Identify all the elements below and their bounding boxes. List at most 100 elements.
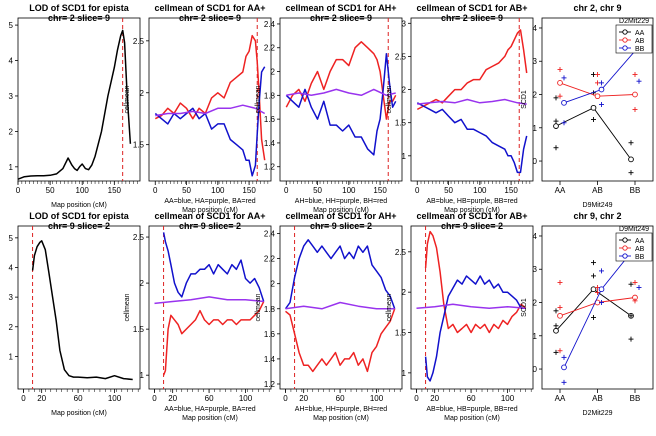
panel-3: cellmean of SCD1 for AH+chr= 2 slice= 91… [255, 3, 403, 214]
y-tick-label: 1.4 [264, 139, 276, 148]
x-tick-label: 100 [108, 394, 122, 403]
x-tick-label: AA [555, 394, 566, 403]
plot-frame [410, 225, 534, 390]
mean-point [590, 286, 597, 293]
legend-marker [622, 37, 628, 43]
y-tick-label: 1.6 [264, 330, 276, 339]
y-tick-label: 2.5 [133, 233, 145, 242]
legend-label: BB [635, 254, 645, 261]
series-line [424, 230, 527, 334]
legend-box [615, 232, 653, 262]
genotype-note: AH=blue, HH=purple, BH=red [295, 406, 388, 413]
x-tick-label: 50 [46, 186, 55, 195]
x-tick-label: 20 [168, 394, 177, 403]
x-tick-label: BB [630, 394, 641, 403]
y-tick-label: 1.2 [264, 163, 276, 172]
mean-point [557, 312, 563, 319]
series-line [424, 275, 526, 382]
y-tick-label: 2 [533, 299, 538, 308]
mean-point [598, 86, 605, 93]
mean-point [553, 123, 559, 129]
y-tick-label: 2.4 [264, 230, 276, 239]
x-tick-label: 20 [430, 394, 439, 403]
series-line [154, 296, 264, 305]
x-tick-label: 0 [414, 394, 419, 403]
y-tick-label: 2 [140, 89, 145, 98]
y-axis-label: cellmean [255, 293, 262, 321]
x-tick-label: 50 [182, 186, 191, 195]
plot-frame [279, 17, 403, 182]
y-tick-label: 2.5 [395, 248, 407, 257]
panel-4: cellmean of SCD1 for AB+chr= 2 slice= 91… [386, 3, 534, 214]
y-tick-label: 1.6 [264, 115, 276, 124]
legend-label: AA [635, 30, 645, 37]
legend-marker [622, 29, 628, 35]
x-tick-label: 60 [74, 394, 83, 403]
y-tick-label: 1.2 [264, 380, 276, 389]
y-tick-label: 3 [9, 293, 14, 302]
mean-point [561, 99, 567, 106]
x-axis-label: Map position (cM) [444, 415, 500, 422]
y-axis-label: cellmean [255, 85, 262, 113]
y-tick-label: 1.5 [133, 141, 145, 150]
x-tick-label: 0 [153, 186, 158, 195]
panel-title: cellmean of SCD1 for AA+ [155, 3, 266, 13]
x-tick-label: 50 [313, 186, 322, 195]
y-tick-label: 4 [533, 232, 538, 241]
x-tick-label: 150 [504, 186, 518, 195]
x-axis-label: Map position (cM) [51, 410, 107, 417]
genotype-note: AB=blue, HB=purple, BB=red [426, 406, 517, 413]
y-tick-label: 1 [9, 352, 14, 361]
panel-title: LOD of SCD1 for epista [29, 3, 130, 13]
series-line [285, 52, 397, 156]
series-line [286, 88, 396, 97]
x-tick-label: 0 [21, 394, 26, 403]
y-tick-label: 3 [533, 265, 538, 274]
x-tick-label: 150 [108, 186, 122, 195]
y-tick-label: 2.2 [264, 255, 276, 264]
x-axis-label: Map position (cM) [182, 207, 238, 214]
y-tick-label: 2 [402, 86, 407, 95]
y-axis-label: cellmean [386, 293, 393, 321]
x-tick-label: 20 [37, 394, 46, 403]
y-tick-label: 3 [533, 57, 538, 66]
x-tick-label: 100 [473, 186, 487, 195]
x-tick-label: 150 [242, 186, 256, 195]
x-tick-label: 100 [370, 394, 384, 403]
series-line [154, 66, 266, 177]
panel-8: cellmean of SCD1 for AH+chr= 9 slice= 21… [255, 211, 403, 422]
series-line [155, 104, 266, 117]
y-tick-label: 2.5 [395, 52, 407, 61]
mean-line [563, 46, 640, 104]
x-axis-label: D2Mit229 [583, 410, 613, 417]
x-tick-label: 100 [211, 186, 225, 195]
legend-label: BB [635, 46, 645, 53]
panel-title: cellmean of SCD1 for AB+ [417, 211, 528, 221]
series-line [285, 41, 397, 120]
y-tick-label: 2 [140, 279, 145, 288]
legend-box [615, 24, 653, 54]
y-tick-label: 1 [533, 124, 538, 133]
panel-title: cellmean of SCD1 for AB+ [417, 3, 528, 13]
series-line [417, 98, 527, 105]
mean-line [555, 107, 632, 160]
y-tick-label: 0 [533, 365, 538, 374]
y-tick-label: 1.8 [264, 91, 276, 100]
mean-line [555, 288, 632, 332]
x-tick-label: AB [592, 394, 603, 403]
plot-frame [17, 225, 141, 390]
panel-title: cellmean of SCD1 for AH+ [286, 3, 397, 13]
y-tick-label: 1.5 [133, 325, 145, 334]
legend-marker [622, 253, 628, 259]
y-tick-label: 2 [9, 127, 14, 136]
x-tick-label: 150 [373, 186, 387, 195]
y-tick-label: 0 [533, 157, 538, 166]
x-tick-label: 100 [342, 186, 356, 195]
y-axis-label: SCD1 [521, 298, 528, 317]
series-line [162, 301, 265, 376]
plot-frame [148, 17, 272, 182]
plot-frame [279, 225, 403, 390]
y-tick-label: 3 [9, 92, 14, 101]
series-line [31, 240, 133, 381]
